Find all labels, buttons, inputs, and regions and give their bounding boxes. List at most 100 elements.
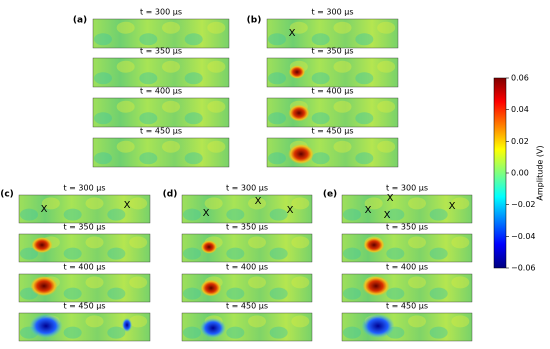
frame-title: t = 400 μs (64, 263, 106, 272)
field-texture (291, 315, 310, 328)
wave-blob (122, 318, 132, 332)
sensor-marker: X (387, 193, 394, 204)
field-map (92, 97, 230, 128)
frame-title: t = 350 μs (64, 223, 106, 232)
field-texture (269, 247, 288, 260)
field-texture (207, 100, 226, 113)
field-texture (429, 247, 448, 260)
field-texture (94, 33, 112, 46)
field-texture (129, 315, 148, 328)
wave-blob (200, 318, 226, 338)
frame-title: t = 400 μs (312, 87, 354, 96)
panel-label: (b) (247, 16, 262, 26)
field-texture (226, 326, 245, 339)
field-texture (248, 236, 266, 249)
field-map (266, 57, 399, 88)
field-texture (94, 72, 112, 85)
field-texture (204, 197, 223, 210)
field-texture (183, 287, 201, 300)
wave-blob (200, 279, 222, 297)
field-map (266, 137, 399, 168)
frame-title: t = 350 μs (312, 47, 354, 56)
sensor-marker: X (365, 205, 372, 216)
sensor-marker: X (124, 200, 131, 211)
field-texture (355, 152, 374, 165)
field-texture (184, 72, 203, 85)
colorbar-tick-label: 0.00 (511, 169, 529, 178)
field-texture (85, 197, 104, 210)
field-texture (248, 315, 266, 328)
field-texture (386, 247, 405, 260)
sensor-marker: X (449, 201, 456, 212)
field-texture (63, 208, 82, 221)
frame-title: t = 450 μs (312, 127, 354, 136)
field-texture (355, 112, 374, 125)
field-texture (343, 208, 361, 221)
field-texture (269, 326, 288, 339)
field-texture (343, 326, 361, 339)
sensor-marker: X (255, 196, 262, 207)
frame-title: t = 300 μs (386, 184, 428, 193)
wave-blob (31, 237, 53, 253)
frame-title: t = 450 μs (386, 302, 428, 311)
field-texture (139, 33, 158, 46)
field-texture (386, 208, 405, 221)
field-texture (377, 21, 396, 34)
field-texture (451, 197, 470, 210)
frame-title: t = 450 μs (64, 302, 106, 311)
wave-blob (362, 276, 390, 296)
wave-blob (288, 65, 306, 79)
field-texture (129, 197, 148, 210)
field-texture (343, 247, 361, 260)
field-texture (451, 276, 470, 289)
panel-label: (c) (0, 190, 14, 200)
frame-title: t = 300 μs (140, 8, 182, 17)
field-map (341, 273, 473, 303)
field-texture (107, 247, 126, 260)
field-texture (355, 33, 374, 46)
colorbar-tick-label: 0.06 (511, 74, 529, 83)
field-texture (408, 197, 426, 210)
field-texture (377, 100, 396, 113)
wave-blob (200, 240, 218, 254)
frame-title: t = 300 μs (64, 184, 106, 193)
field-texture (248, 276, 266, 289)
frame-title: t = 300 μs (226, 184, 268, 193)
frame-title: t = 400 μs (386, 263, 428, 272)
field-map (341, 312, 473, 342)
field-map (92, 137, 230, 168)
field-texture (94, 112, 112, 125)
panel-label: (e) (323, 190, 337, 200)
field-texture (333, 21, 352, 34)
field-texture (269, 208, 288, 221)
field-texture (94, 152, 112, 165)
field-texture (451, 236, 470, 249)
sensor-marker: X (289, 28, 296, 39)
field-texture (129, 276, 148, 289)
field-texture (116, 60, 135, 73)
field-texture (226, 287, 245, 300)
field-texture (162, 60, 180, 73)
field-texture (129, 236, 148, 249)
field-texture (311, 72, 330, 85)
field-texture (291, 197, 310, 210)
sensor-marker: X (203, 208, 210, 219)
field-texture (451, 315, 470, 328)
field-texture (268, 112, 286, 125)
colorbar-tick-label: −0.06 (511, 264, 536, 273)
field-texture (386, 287, 405, 300)
field-texture (107, 326, 126, 339)
field-texture (184, 112, 203, 125)
field-texture (311, 152, 330, 165)
field-texture (364, 197, 383, 210)
panel-label: (a) (73, 16, 87, 26)
colorbar-tick-label: 0.02 (511, 137, 529, 146)
field-texture (184, 33, 203, 46)
field-texture (429, 287, 448, 300)
field-texture (183, 208, 201, 221)
field-texture (20, 247, 38, 260)
field-texture (116, 140, 135, 153)
field-map (341, 194, 473, 224)
field-texture (107, 208, 126, 221)
